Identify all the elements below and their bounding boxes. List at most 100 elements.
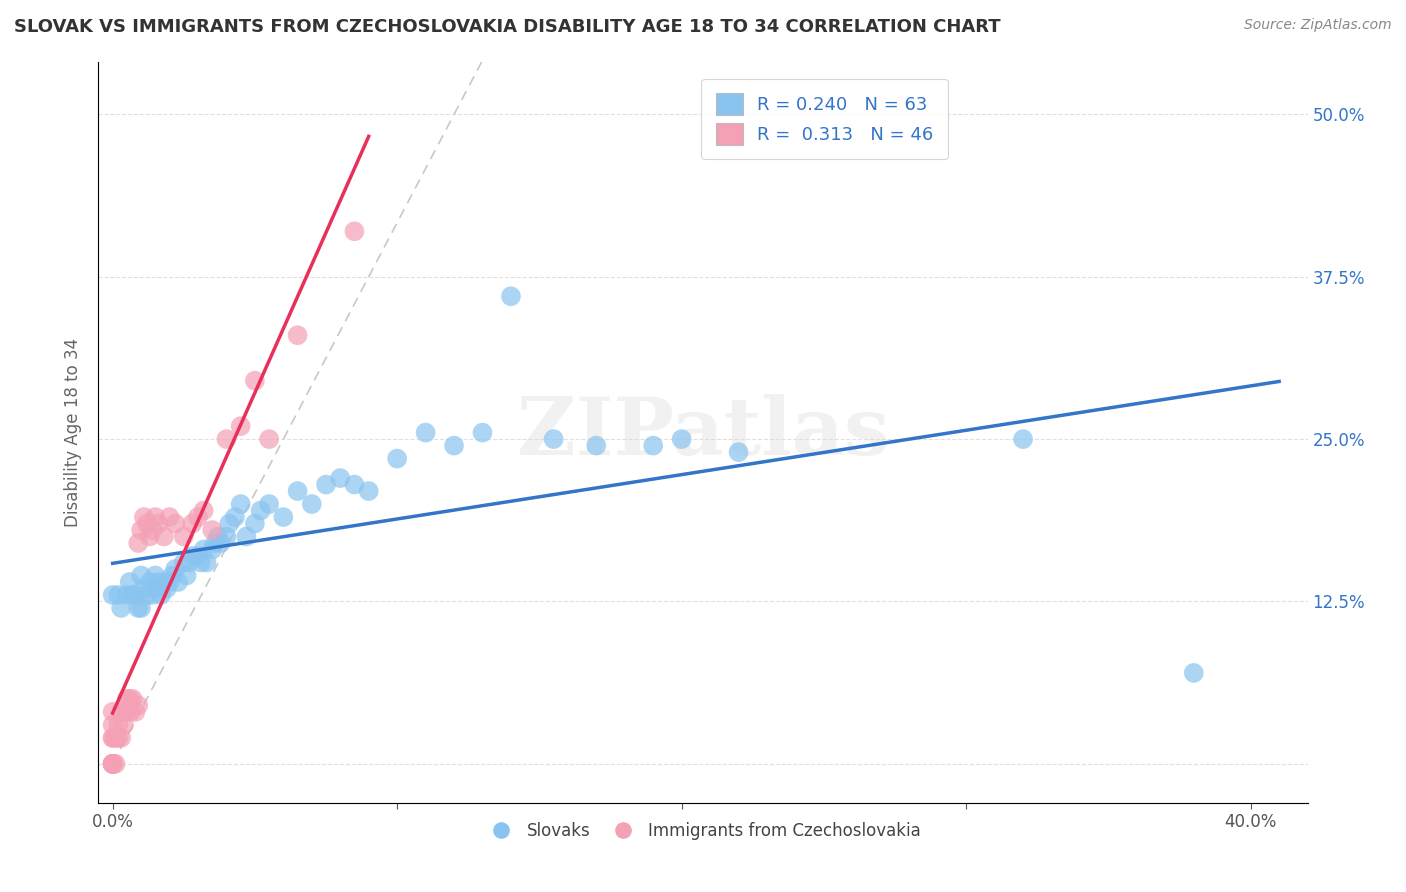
Point — [129, 568, 152, 582]
Point — [101, 756, 124, 771]
Point — [343, 224, 366, 238]
Point — [107, 718, 129, 732]
Point — [187, 510, 209, 524]
Point — [543, 432, 565, 446]
Point — [215, 432, 238, 446]
Point — [107, 731, 129, 745]
Point — [193, 503, 215, 517]
Point — [357, 484, 380, 499]
Point — [101, 588, 124, 602]
Point — [229, 419, 252, 434]
Point — [249, 503, 271, 517]
Point — [385, 451, 408, 466]
Point — [143, 510, 166, 524]
Point — [110, 705, 132, 719]
Point — [207, 529, 229, 543]
Point — [187, 549, 209, 563]
Point — [165, 516, 187, 531]
Point — [235, 529, 257, 543]
Point — [121, 692, 143, 706]
Text: ZIPatlas: ZIPatlas — [517, 393, 889, 472]
Point — [129, 523, 152, 537]
Point — [138, 529, 160, 543]
Point — [124, 705, 146, 719]
Point — [156, 582, 179, 596]
Point — [127, 601, 149, 615]
Point — [146, 516, 169, 531]
Point — [315, 477, 337, 491]
Point — [129, 601, 152, 615]
Point — [135, 516, 157, 531]
Point — [585, 439, 607, 453]
Point — [101, 756, 124, 771]
Point — [443, 439, 465, 453]
Point — [101, 731, 124, 745]
Point — [141, 523, 163, 537]
Point — [115, 692, 138, 706]
Point — [101, 731, 124, 745]
Point — [118, 574, 141, 589]
Point — [167, 574, 190, 589]
Point — [181, 549, 204, 563]
Point — [215, 529, 238, 543]
Point — [135, 588, 157, 602]
Point — [1182, 665, 1205, 680]
Point — [143, 568, 166, 582]
Point — [329, 471, 352, 485]
Point — [201, 542, 224, 557]
Point — [104, 731, 127, 745]
Point — [243, 374, 266, 388]
Point — [110, 731, 132, 745]
Point — [101, 756, 124, 771]
Point — [112, 718, 135, 732]
Point — [190, 556, 212, 570]
Point — [153, 529, 176, 543]
Point — [101, 756, 124, 771]
Point — [727, 445, 749, 459]
Point — [115, 705, 138, 719]
Point — [181, 516, 204, 531]
Point — [671, 432, 693, 446]
Y-axis label: Disability Age 18 to 34: Disability Age 18 to 34 — [65, 338, 83, 527]
Point — [287, 328, 309, 343]
Point — [204, 536, 226, 550]
Point — [415, 425, 437, 440]
Point — [229, 497, 252, 511]
Point — [224, 510, 246, 524]
Point — [195, 556, 218, 570]
Point — [193, 542, 215, 557]
Point — [127, 536, 149, 550]
Point — [287, 484, 309, 499]
Point — [132, 582, 155, 596]
Point — [179, 556, 201, 570]
Point — [141, 588, 163, 602]
Point — [153, 574, 176, 589]
Point — [173, 529, 195, 543]
Point — [209, 536, 232, 550]
Point — [643, 439, 665, 453]
Text: Source: ZipAtlas.com: Source: ZipAtlas.com — [1244, 18, 1392, 32]
Point — [201, 523, 224, 537]
Point — [343, 477, 366, 491]
Point — [101, 756, 124, 771]
Point — [150, 588, 173, 602]
Point — [124, 588, 146, 602]
Point — [118, 692, 141, 706]
Legend: Slovaks, Immigrants from Czechoslovakia: Slovaks, Immigrants from Czechoslovakia — [478, 815, 928, 847]
Point — [138, 574, 160, 589]
Point — [121, 588, 143, 602]
Point — [499, 289, 522, 303]
Point — [173, 556, 195, 570]
Point — [104, 756, 127, 771]
Point — [143, 582, 166, 596]
Point — [132, 510, 155, 524]
Point — [257, 432, 280, 446]
Point — [146, 574, 169, 589]
Point — [118, 705, 141, 719]
Point — [101, 718, 124, 732]
Point — [273, 510, 295, 524]
Point — [176, 568, 198, 582]
Point — [159, 510, 181, 524]
Point — [301, 497, 323, 511]
Point — [127, 698, 149, 713]
